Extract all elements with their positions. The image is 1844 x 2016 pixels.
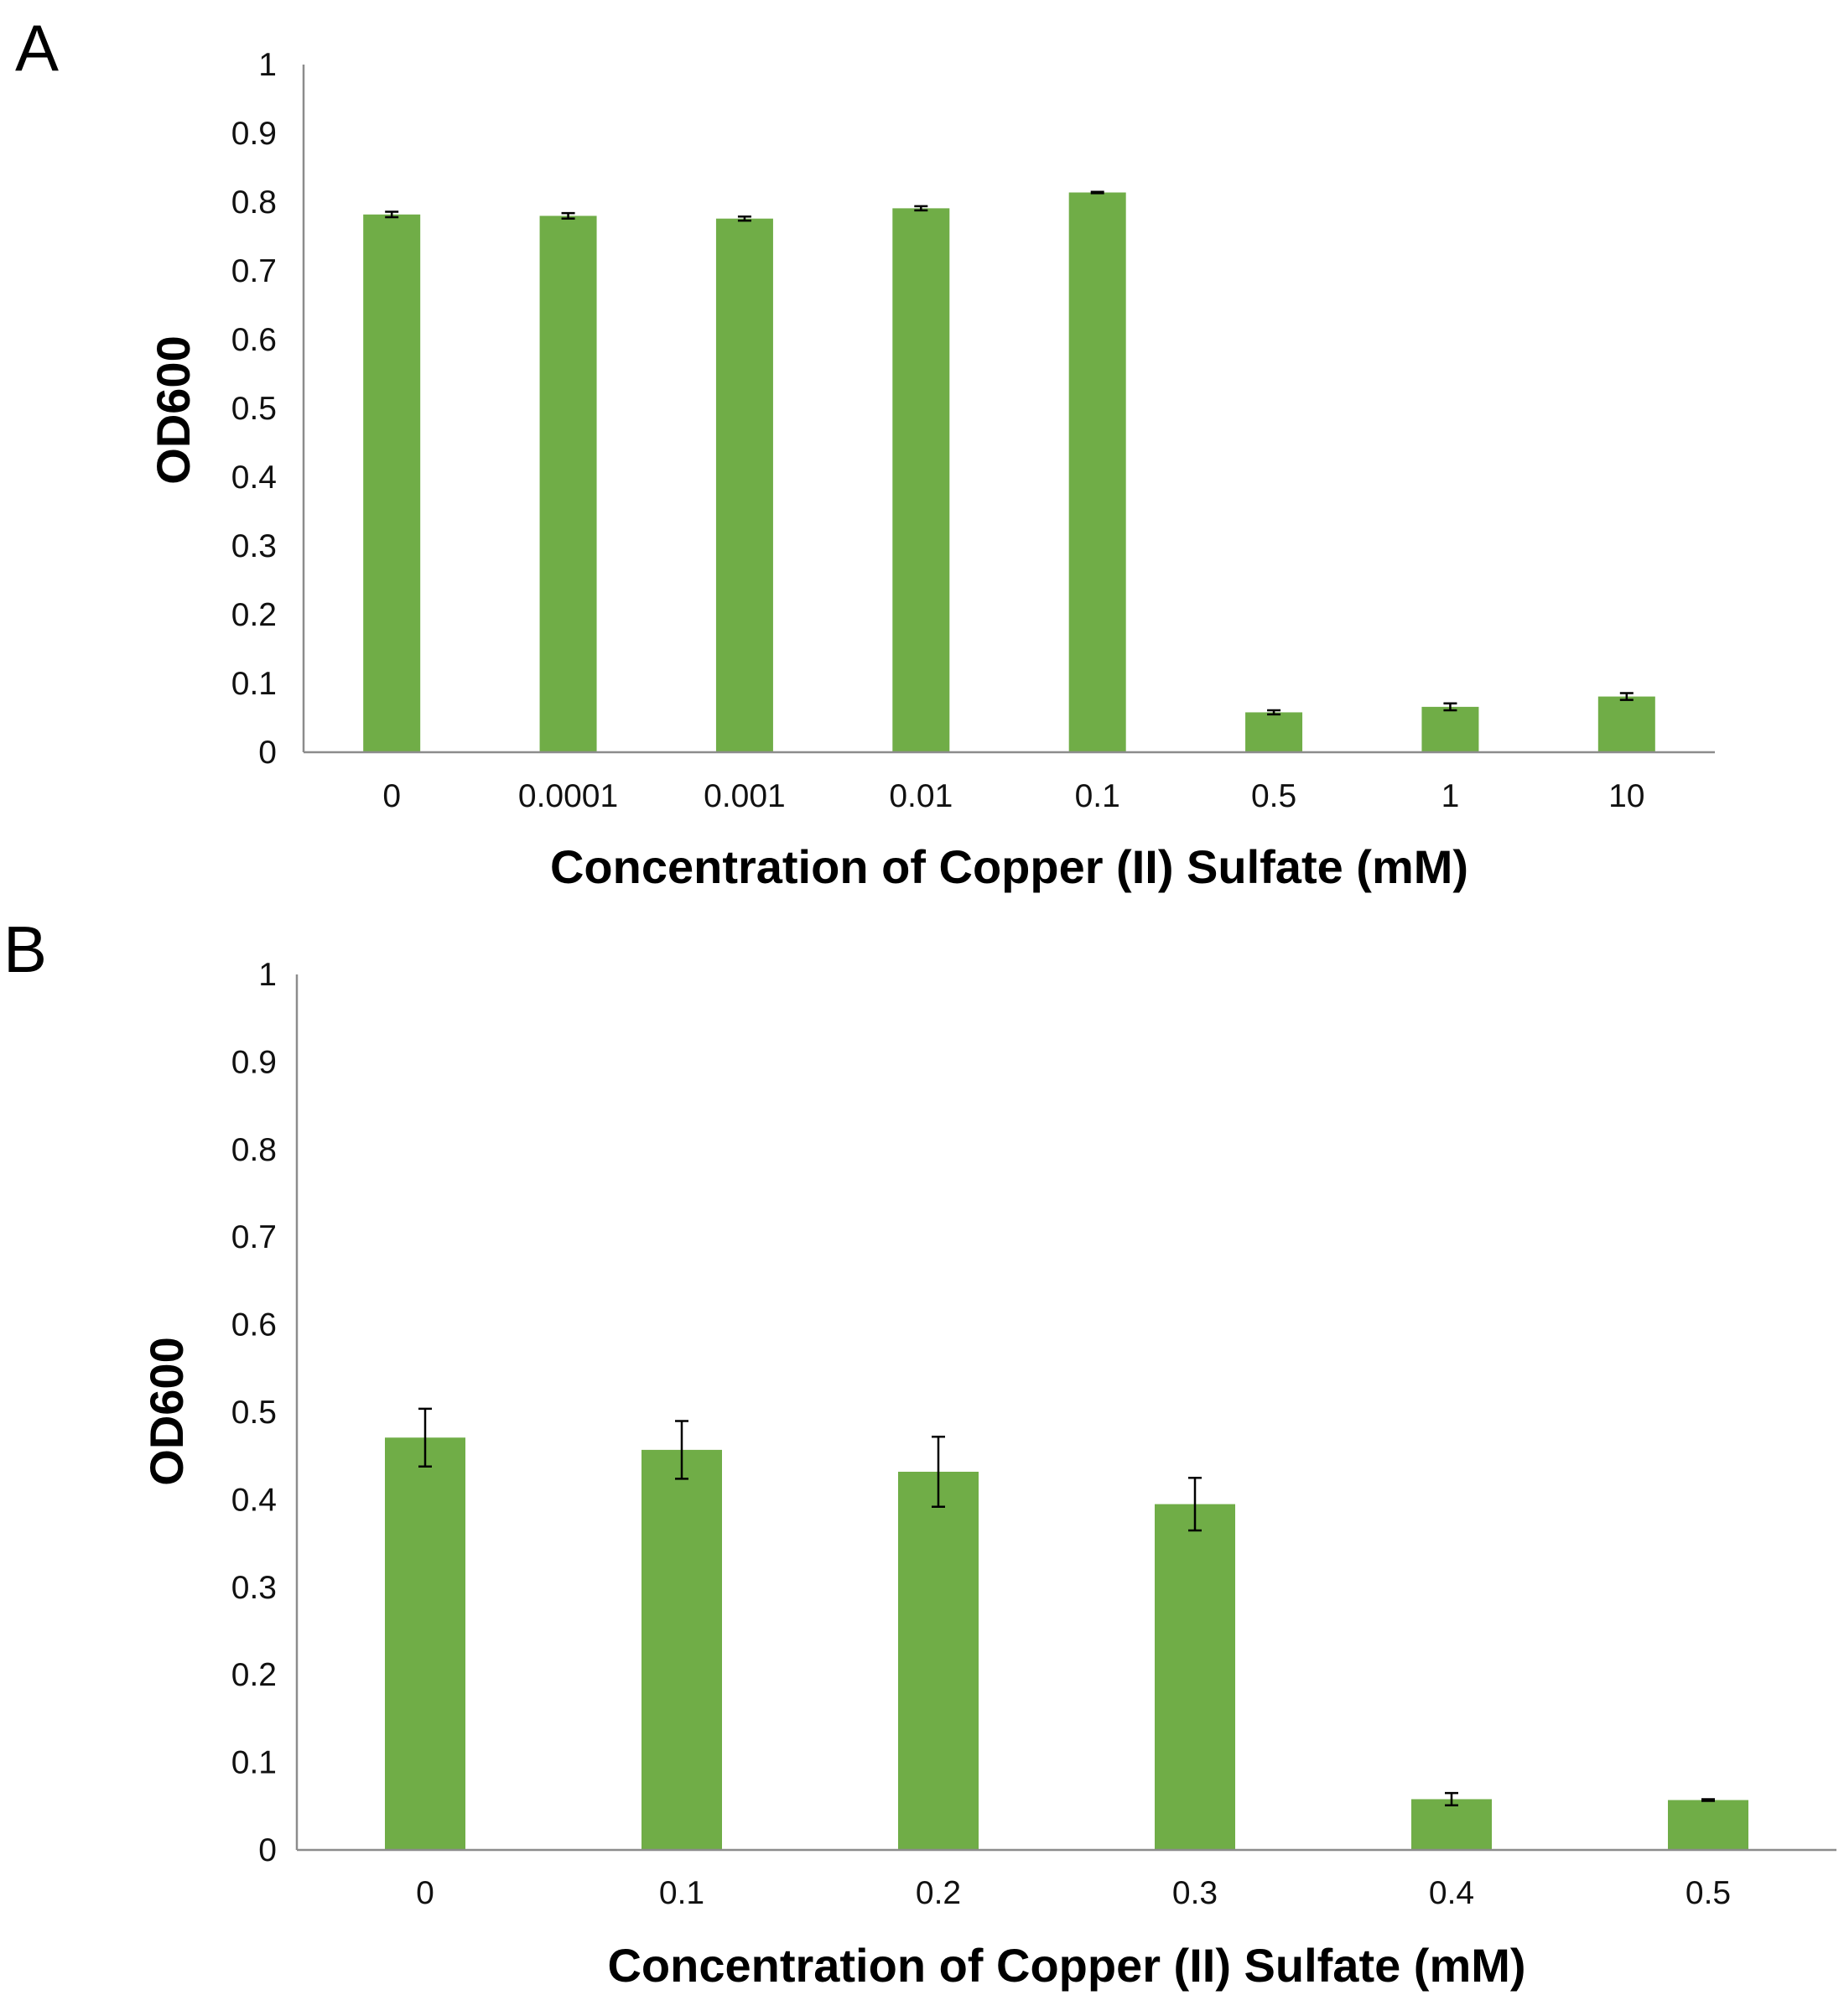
panel-b-x-tick-label: 0.4	[1429, 1875, 1474, 1911]
panel-a-error-bar	[737, 215, 751, 222]
panel-b-y-tick-label: 0.2	[231, 1657, 277, 1693]
panel-a-y-tick-label: 0.7	[231, 253, 277, 289]
panel-b-x-tick-label: 0.3	[1172, 1875, 1218, 1911]
panel-a-x-tick-label: 0	[382, 778, 401, 814]
panel-a-error-bar	[1443, 702, 1457, 712]
panel-a-error-bar	[1267, 709, 1281, 716]
panel-b-y-tick-label: 0.1	[231, 1745, 277, 1781]
panel-b-error-bar	[1701, 1798, 1715, 1802]
panel-a-y-tick-label: 0.5	[231, 391, 277, 427]
panel-a-x-tick-label: 0.001	[704, 778, 786, 814]
panel-a-x-axis-title: Concentration of Copper (II) Sulfate (mM…	[550, 840, 1468, 893]
panel-a-x-tick-label: 0.1	[1075, 778, 1120, 814]
panel-a-x-tick-label: 0.0001	[518, 778, 618, 814]
panel-a-y-tick-label: 0.6	[231, 322, 277, 358]
panel-a-bar	[715, 218, 773, 752]
panel-b-y-tick-label: 0.9	[231, 1044, 277, 1080]
panel-b-y-tick-label: 0.6	[231, 1307, 277, 1343]
panel-a-y-tick-label: 0.3	[231, 528, 277, 564]
panel-a-y-tick-label: 0.4	[231, 460, 277, 496]
panel-a-x-tick-label: 10	[1608, 778, 1644, 814]
panel-b-y-tick-label: 1	[258, 957, 277, 993]
panel-b-error-bar	[1188, 1477, 1202, 1532]
panel-a-bar	[892, 208, 950, 752]
panel-a-bar	[1068, 192, 1126, 752]
panel-a-error-bar	[561, 211, 575, 220]
panel-a-bar	[1421, 706, 1479, 752]
panel-b-error-bar	[675, 1420, 688, 1480]
panel-b-y-tick-label: 0.5	[231, 1395, 277, 1431]
panel-a-error-bar	[1090, 190, 1104, 195]
panel-b-label: B	[3, 912, 47, 986]
panel-b-error-bar	[932, 1435, 945, 1508]
panel-b-y-tick-label: 0.7	[231, 1219, 277, 1255]
panel-a-error-bar	[385, 210, 399, 219]
panel-b-bar	[642, 1449, 722, 1850]
panel-b-y-tick-label: 0.4	[231, 1482, 277, 1518]
panel-b-x-tick-label: 0	[416, 1875, 434, 1911]
panel-a-x-tick-label: 0.01	[889, 778, 953, 814]
panel-a-x-tick-label: 0.5	[1251, 778, 1296, 814]
panel-b-bar	[898, 1471, 979, 1850]
panel-a-y-tick-label: 0	[258, 735, 277, 771]
panel-a-error-bar	[914, 205, 928, 212]
panel-a-x-tick-label: 1	[1441, 778, 1460, 814]
panel-b-error-bar	[418, 1407, 432, 1468]
panel-b-x-axis-title: Concentration of Copper (II) Sulfate (mM…	[607, 1939, 1525, 1992]
panel-a-bar	[1245, 712, 1303, 752]
panel-b-y-tick-label: 0	[258, 1832, 277, 1868]
panel-b-x-tick-label: 0.2	[916, 1875, 961, 1911]
panel-a-bar	[539, 216, 597, 752]
panel-a-y-axis-title: OD600	[147, 335, 200, 484]
panel-b-bar	[1155, 1504, 1235, 1850]
panel-a-y-tick-label: 0.1	[231, 666, 277, 702]
panel-a-y-tick-label: 1	[258, 47, 277, 83]
panel-a-y-tick-label: 0.2	[231, 597, 277, 633]
panel-a-y-tick-label: 0.9	[231, 116, 277, 152]
panel-b-y-tick-label: 0.3	[231, 1570, 277, 1606]
panel-b-x-tick-label: 0.1	[659, 1875, 704, 1911]
panel-b-bar	[1411, 1799, 1492, 1850]
panel-b-x-tick-label: 0.5	[1686, 1875, 1731, 1911]
panel-b-error-bar	[1445, 1791, 1458, 1807]
panel-b-bar	[1668, 1800, 1748, 1850]
panel-a-label: A	[15, 11, 59, 85]
panel-a-bar	[363, 214, 421, 752]
panel-a-bar	[1597, 696, 1655, 752]
panel-b-y-tick-label: 0.8	[231, 1132, 277, 1168]
panel-a-error-bar	[1619, 692, 1634, 701]
panel-b-y-axis-title: OD600	[140, 1337, 193, 1485]
panel-a-y-tick-label: 0.8	[231, 184, 277, 221]
panel-b-bar	[385, 1437, 465, 1850]
